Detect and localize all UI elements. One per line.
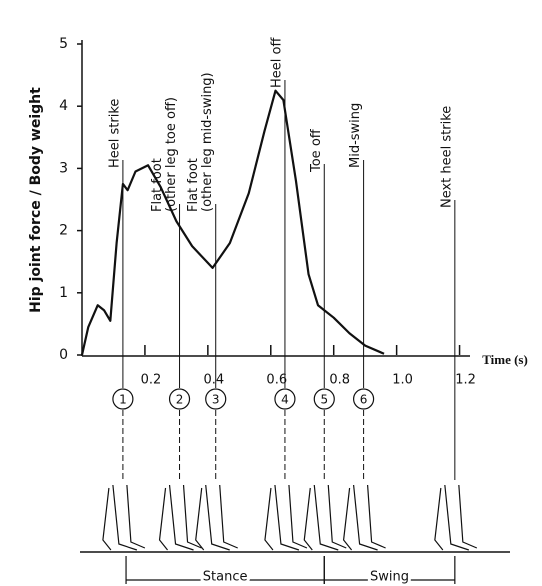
leg-figure xyxy=(434,484,478,551)
annotation-label: (other leg toe off) xyxy=(164,97,179,212)
x-tick-label: 0.4 xyxy=(204,373,225,388)
y-tick-label: 5 xyxy=(59,36,68,52)
y-tick-label: 1 xyxy=(59,285,68,301)
data-line xyxy=(80,89,385,356)
event-number: 3 xyxy=(212,393,220,407)
x-tick-label: 0.8 xyxy=(329,373,350,388)
y-tick-label: 4 xyxy=(59,98,68,114)
event-circle xyxy=(352,388,375,410)
event-number: 5 xyxy=(320,393,328,407)
leg-figure xyxy=(158,484,202,551)
leg-figure xyxy=(264,484,308,551)
leg-figure xyxy=(342,484,386,551)
annotation-label: Flat foot xyxy=(150,158,165,212)
y-tick-label: 2 xyxy=(59,223,68,239)
event-circle xyxy=(112,388,134,410)
annotation-label: Heel off xyxy=(269,37,284,88)
annotation-label: (other leg mid-swing) xyxy=(200,72,215,212)
annotation-label: Flat foot xyxy=(186,158,201,212)
annotation-label: Mid-swing xyxy=(348,103,363,168)
x-tick-label: 0.6 xyxy=(266,373,287,388)
leg-figure xyxy=(303,484,347,551)
phase-label: Swing xyxy=(370,570,409,585)
leg-figure xyxy=(195,484,238,551)
x-axis-label: Time (s) xyxy=(482,352,528,367)
phase-label: Stance xyxy=(203,570,248,585)
event-circle xyxy=(274,388,296,410)
event-number: 2 xyxy=(176,393,184,407)
y-axis-label: Hip joint force / Body weight xyxy=(28,87,44,313)
event-number: 6 xyxy=(360,393,368,407)
event-circle xyxy=(168,388,191,410)
leg-figure xyxy=(102,484,146,551)
annotation-label: Toe off xyxy=(309,128,324,173)
x-tick-label: 0.2 xyxy=(141,373,162,388)
annotation-label: Next heel strike xyxy=(439,106,454,208)
event-circle xyxy=(205,388,227,410)
event-number: 1 xyxy=(119,393,127,407)
event-circle xyxy=(313,388,335,410)
annotation-label: Heel strike xyxy=(107,99,122,168)
y-tick-label: 3 xyxy=(59,160,68,176)
event-number: 4 xyxy=(281,393,289,407)
x-tick-label: 1.2 xyxy=(455,373,476,388)
x-tick-label: 1.0 xyxy=(392,373,413,388)
y-tick-label: 0 xyxy=(59,347,68,363)
